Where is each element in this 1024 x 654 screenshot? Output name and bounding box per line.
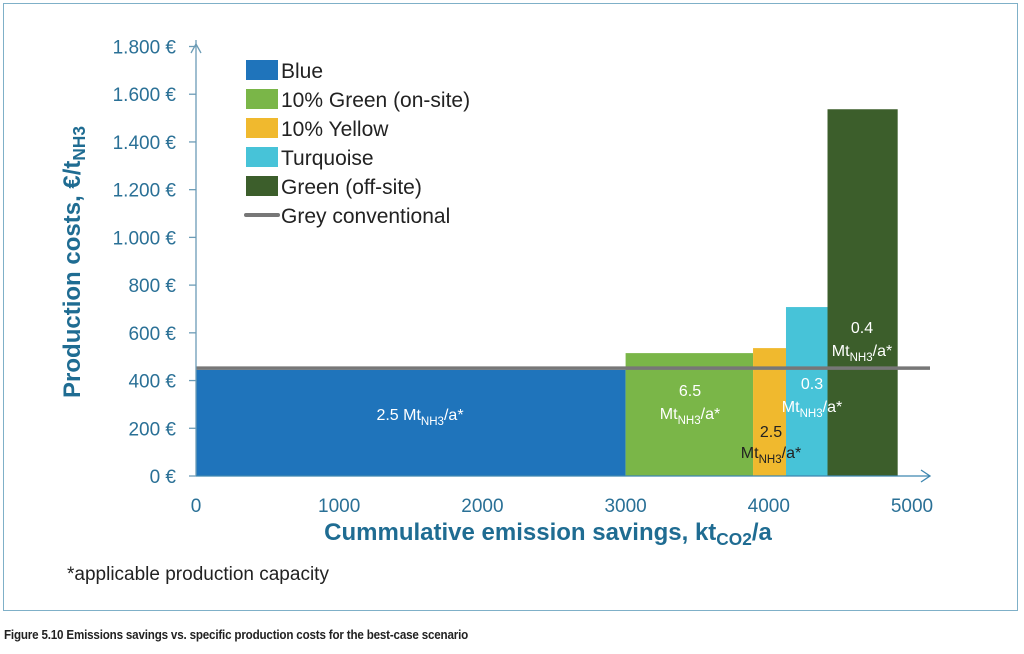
text-part: Mt [660, 406, 678, 423]
text-part: 2.5 Mt [376, 407, 421, 424]
legend-label: Green (off-site) [281, 176, 422, 199]
bar-turquoise [785, 307, 828, 476]
subscript: NH3 [800, 408, 823, 420]
text-part: /a [752, 519, 773, 546]
chart-frame [3, 3, 1018, 611]
y-tick-label: 400 € [128, 372, 176, 393]
data-label-unit: MtNH3/a* [832, 343, 892, 364]
legend-label: Blue [281, 60, 323, 83]
text-part: /a* [823, 399, 843, 416]
y-tick-label: 200 € [128, 419, 176, 440]
legend-swatch [246, 176, 278, 196]
y-axis-arrow-icon [190, 42, 202, 54]
chart: 0 € 200 € 400 € 600 € 800 € 1.000 € 1.200 € 1.4… [59, 38, 933, 586]
text-part: 0.3 [801, 376, 823, 393]
text-part: Mt [741, 445, 759, 462]
figure-caption: Figure 5.10 Emissions savings vs. specif… [4, 628, 469, 642]
data-label: 2.5 MtNH3/a* [376, 407, 463, 428]
data-label-value: 0.4 [851, 320, 873, 337]
bar-blue [196, 369, 626, 476]
subscript: CO2 [716, 529, 752, 549]
y-tick-label: 0 € [150, 467, 177, 488]
y-tick-label: 800 € [128, 276, 176, 297]
legend-swatch [246, 118, 278, 138]
data-label-unit: MtNH3/a* [660, 406, 720, 427]
y-tick-label: 1.000 € [113, 228, 177, 249]
text-part: /a* [701, 406, 721, 423]
y-axis-title: Production costs, €/tNH3 [59, 126, 89, 398]
text-part: Mt [782, 399, 800, 416]
legend-label: Grey conventional [281, 205, 450, 228]
x-tick-label: 2000 [461, 496, 503, 517]
text-part: 6.5 [679, 383, 701, 400]
x-axis-arrow-icon [920, 469, 932, 483]
y-tick-label: 1.600 € [113, 85, 177, 106]
footnote: *applicable production capacity [67, 564, 329, 585]
data-label-value: 2.5 [760, 424, 782, 441]
x-tick-label: 5000 [891, 496, 933, 517]
y-tick-label: 1.200 € [113, 181, 177, 202]
data-label-unit: MtNH3/a* [782, 399, 842, 420]
subscript: NH3 [850, 352, 873, 364]
legend-swatch [246, 147, 278, 167]
text-part: Cummulative emission savings, kt [324, 519, 716, 546]
x-tick-label: 4000 [748, 496, 790, 517]
y-tick-label: 1.400 € [113, 133, 177, 154]
subscript: NH3 [759, 454, 782, 466]
text-part: /a* [782, 445, 802, 462]
subscript: NH3 [69, 126, 89, 161]
data-label-value: 6.5 [679, 383, 701, 400]
subscript: NH3 [421, 416, 444, 428]
x-tick-label: 3000 [604, 496, 646, 517]
text-part: 2.5 [760, 424, 782, 441]
data-label-unit: MtNH3/a* [741, 445, 801, 466]
bar-green-off-site- [827, 109, 898, 476]
legend-label: 10% Yellow [281, 118, 389, 141]
subscript: NH3 [678, 415, 701, 427]
y-tick-label: 600 € [128, 324, 176, 345]
text-part: Mt [832, 343, 850, 360]
text-part: /a* [444, 407, 464, 424]
data-label-value: 0.3 [801, 376, 823, 393]
legend-swatch [246, 89, 278, 109]
x-tick-label: 0 [191, 496, 202, 517]
x-tick-label: 1000 [318, 496, 360, 517]
text-part: /a* [873, 343, 893, 360]
text-part: 0.4 [851, 320, 873, 337]
legend-swatch [246, 60, 278, 80]
legend-label: 10% Green (on-site) [281, 89, 470, 112]
bar-10-green-on-site- [625, 353, 754, 476]
x-axis-title: Cummulative emission savings, ktCO2/a [324, 519, 772, 549]
legend-label: Turquoise [281, 147, 374, 170]
y-tick-label: 1.800 € [113, 38, 177, 59]
text-part: Production costs, €/t [59, 161, 86, 398]
